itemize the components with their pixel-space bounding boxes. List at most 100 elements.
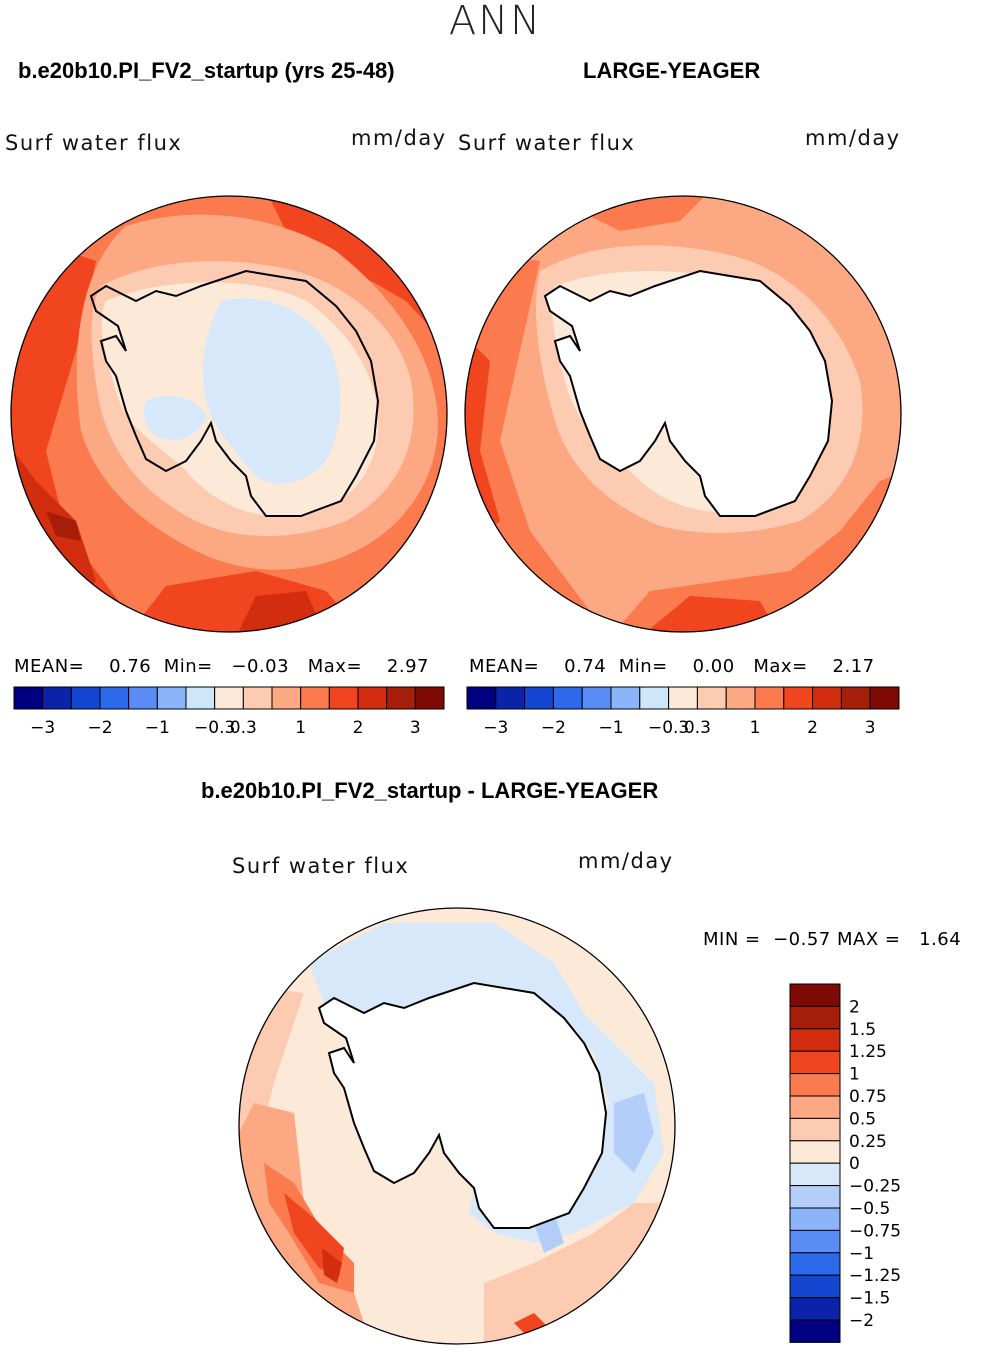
colorbar-swatch: [495, 686, 526, 710]
colorbar-swatch: [789, 1274, 841, 1299]
colorbar-tick-label: −0.3: [194, 718, 235, 738]
colorbar-tick-label: 0.3: [684, 718, 711, 738]
flux-band-negative: [309, 923, 664, 1243]
colorbar-swatch: [42, 686, 72, 710]
colorbar-swatch: [156, 686, 187, 710]
colorbar-swatch: [789, 983, 841, 1007]
colorbar-tick-label: −2: [541, 718, 566, 738]
flux-band-negative: [614, 1093, 654, 1173]
colorbar-tick-label: −0.75: [849, 1221, 901, 1241]
colorbar-tick-label: −0.3: [648, 718, 689, 738]
panel-2-polar-map: [464, 195, 902, 633]
panel-1-variable-label: Surf water flux: [5, 131, 183, 155]
colorbar-tick-label: −3: [30, 718, 55, 738]
panel-1-polar-map: [10, 195, 448, 633]
colorbar-swatch: [789, 1229, 841, 1254]
colorbar-swatch: [789, 1162, 841, 1187]
flux-band-5: [322, 1248, 342, 1283]
mean-value: 0.76: [109, 656, 152, 677]
season-title: ANN: [448, 0, 543, 44]
colorbar-tick-label: 1.25: [849, 1042, 887, 1062]
colorbar-swatch: [552, 686, 583, 710]
colorbar-tick-label: 0: [849, 1154, 860, 1174]
panel-2-stats: MEAN= 0.74 Min= 0.00 Max= 2.17: [469, 656, 875, 677]
colorbar-swatch: [789, 1028, 841, 1052]
colorbar-tick-label: −1.25: [849, 1266, 901, 1286]
colorbar-tick-label: 0.5: [849, 1109, 876, 1129]
colorbar-tick-label: 0.3: [230, 718, 257, 738]
max-label: Max=: [307, 656, 363, 677]
min-label: Min=: [163, 656, 213, 677]
colorbar-tick-label: 2: [353, 718, 364, 738]
panel-2-colorbar: −3 −2 −1 −0.30.3 1 2 3: [466, 686, 900, 738]
colorbar-swatch: [783, 686, 814, 710]
panel-2-title: LARGE-YEAGER: [583, 58, 761, 83]
colorbar-swatch: [639, 686, 670, 710]
colorbar-swatch: [214, 686, 244, 710]
panel-1-stats: MEAN= 0.76 Min= −0.03 Max= 2.97: [14, 656, 429, 677]
colorbar-tick-label: −1: [849, 1244, 874, 1264]
colorbar-tick-label: −1: [598, 718, 623, 738]
max-label: Max=: [753, 656, 808, 677]
max-label: MAX =: [836, 929, 901, 950]
colorbar-swatch: [99, 686, 130, 710]
colorbar-tick-label: 1: [295, 718, 306, 738]
diff-variable-label: Surf water flux: [232, 854, 410, 878]
panel-1-title: b.e20b10.PI_FV2_startup (yrs 25-48): [18, 58, 395, 83]
panel-2-variable-label: Surf water flux: [458, 131, 636, 155]
min-label: Min=: [618, 656, 668, 677]
colorbar-tick-label: −2: [849, 1311, 874, 1331]
colorbar-swatch: [328, 686, 359, 710]
colorbar-swatch: [789, 1073, 841, 1097]
panel-1-colorbar: −3 −2 −1 −0.30.3 1 2 3: [13, 686, 445, 738]
colorbar-swatch: [789, 1117, 841, 1142]
colorbar-tick-label: 1.5: [849, 1020, 876, 1040]
colorbar-tick-label: 2: [807, 718, 818, 738]
colorbar-swatch: [789, 1207, 841, 1231]
antarctica-coastline: [89, 269, 380, 517]
colorbar-tick-label: 2: [849, 997, 860, 1017]
colorbar-swatch: [869, 686, 900, 710]
diff-colorbar: 21.51.2510.750.50.250−0.25−0.5−0.75−1−1.…: [789, 983, 901, 1343]
flux-band-negative: [202, 298, 341, 484]
colorbar-tick-label: 0.25: [849, 1132, 887, 1152]
colorbar-tick-label: −1: [145, 718, 170, 738]
colorbar-swatch: [668, 686, 698, 710]
antarctica-land: [543, 269, 834, 517]
colorbar-swatch: [357, 686, 388, 710]
max-value: 2.17: [832, 656, 875, 677]
max-value: 2.97: [386, 656, 429, 677]
colorbar-swatch: [581, 686, 612, 710]
colorbar-swatch: [789, 1252, 841, 1276]
colorbar-tick-label: 3: [410, 718, 421, 738]
colorbar-swatch: [789, 1095, 841, 1119]
mean-label: MEAN=: [469, 656, 540, 677]
mean-label: MEAN=: [14, 656, 85, 677]
colorbar-swatch: [610, 686, 641, 710]
colorbar-swatch: [466, 686, 497, 710]
colorbar-swatch: [185, 686, 216, 710]
colorbar-swatch: [696, 686, 727, 710]
min-value: 0.00: [692, 656, 735, 677]
colorbar-swatch: [13, 686, 44, 710]
min-value: −0.57: [773, 929, 831, 950]
colorbar-swatch: [754, 686, 785, 710]
flux-band-6: [46, 511, 81, 541]
diff-units-label: mm/day: [578, 849, 674, 873]
antarctica-land: [317, 981, 608, 1229]
colorbar-swatch: [300, 686, 330, 710]
colorbar-tick-label: −0.25: [849, 1177, 901, 1197]
colorbar-swatch: [725, 686, 756, 710]
colorbar-tick-label: −1.5: [849, 1289, 890, 1309]
colorbar-swatch: [128, 686, 158, 710]
colorbar-swatch: [789, 1297, 841, 1321]
colorbar-tick-label: −0.5: [849, 1199, 890, 1219]
mean-value: 0.74: [564, 656, 607, 677]
colorbar-swatch: [414, 686, 445, 710]
colorbar-tick-label: 3: [865, 718, 876, 738]
min-label: MIN =: [703, 929, 761, 950]
colorbar-swatch: [524, 686, 554, 710]
max-value: 1.64: [919, 929, 962, 950]
colorbar-tick-label: 1: [849, 1065, 860, 1085]
colorbar-tick-label: −2: [87, 718, 112, 738]
